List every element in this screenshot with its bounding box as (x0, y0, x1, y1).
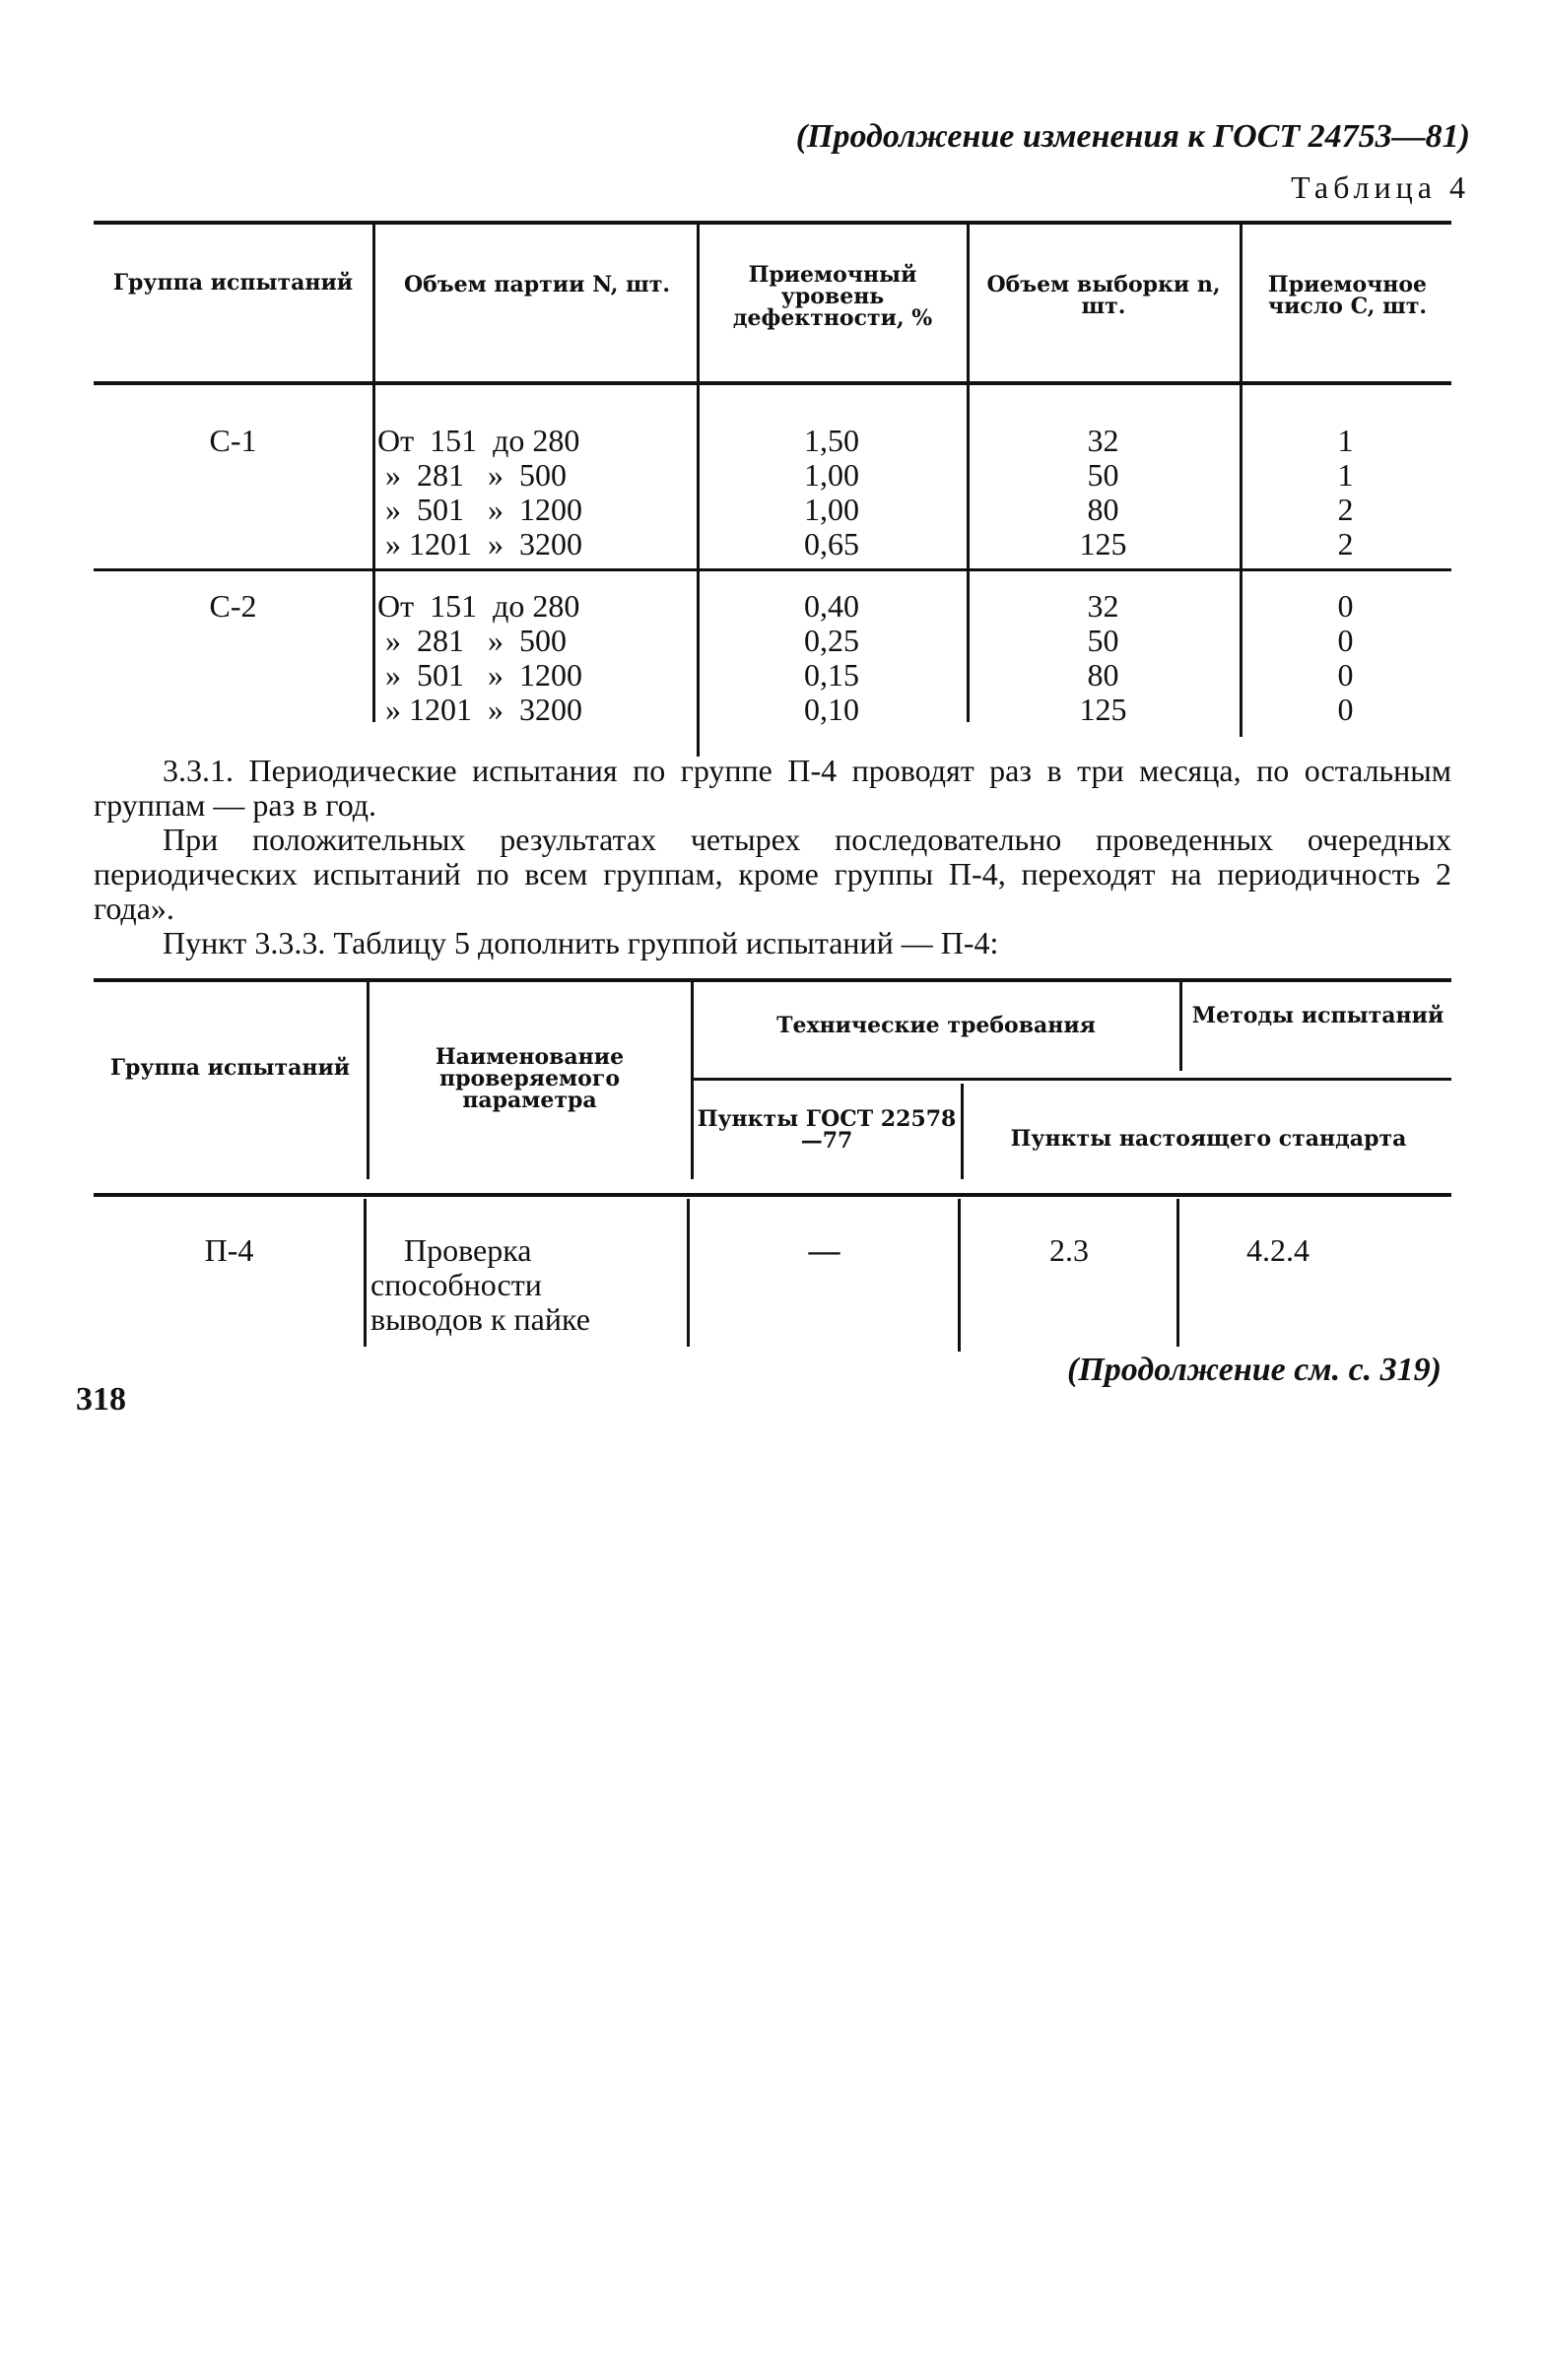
sample-size: 80 (1087, 492, 1119, 527)
acceptance-number: 0 (1337, 657, 1354, 693)
row-standard: 2.3 (1049, 1232, 1089, 1268)
header-gost-clauses: Пункты ГОСТ 22578—77 (697, 1106, 957, 1154)
header-acceptance-number: Приемочное число C, шт. (1267, 272, 1428, 319)
header-sample-size: Объем выборки n, шт. (986, 272, 1221, 319)
sample-size: 32 (1087, 423, 1119, 458)
aql-value: 0,25 (804, 623, 859, 658)
paragraph-amendment: Пункт 3.3.3. Таблицу 5 дополнить группой… (163, 925, 999, 960)
aql-value: 0,10 (804, 692, 859, 727)
aql-value: 1,00 (804, 492, 859, 527)
header-tech-requirements: Технические требования (776, 1013, 1096, 1038)
lot-size-range: » 1201 » 3200 (377, 692, 582, 727)
acceptance-number: 0 (1337, 623, 1354, 658)
paragraph-periodicity: При положительных результатах четырех по… (94, 822, 1451, 926)
lot-size-range: » 281 » 500 (377, 457, 567, 493)
lot-size-range: » 281 » 500 (377, 623, 567, 658)
sample-size: 50 (1087, 457, 1119, 493)
header-group: Группа испытаний (112, 270, 354, 296)
aql-value: 0,15 (804, 657, 859, 693)
aql-value: 1,00 (804, 457, 859, 493)
lot-size-range: » 501 » 1200 (377, 657, 582, 693)
sample-size: 80 (1087, 657, 1119, 693)
row-gost: — (808, 1232, 840, 1268)
acceptance-number: 2 (1337, 492, 1354, 527)
group-label: С-2 (209, 588, 257, 624)
acceptance-number: 0 (1337, 588, 1354, 624)
sample-size: 125 (1079, 526, 1127, 562)
header-test-methods: Методы испытаний (1191, 1003, 1444, 1028)
paragraph-3-3-1: 3.3.1. Периодические испытания по группе… (94, 753, 1451, 823)
acceptance-number: 1 (1337, 457, 1354, 493)
lot-size-range: От 151 до 280 (377, 588, 580, 624)
acceptance-number: 2 (1337, 526, 1354, 562)
header-aql: Приемочный уровень дефектности, % (732, 262, 933, 331)
header-parameter: Наименование проверяемого параметра (435, 1044, 625, 1113)
row-methods: 4.2.4 (1246, 1232, 1310, 1268)
continuation-note: (Продолжение см. с. 319) (1067, 1352, 1442, 1388)
aql-value: 0,65 (804, 526, 859, 562)
header-standard-clauses: Пункты настоящего стандарта (1010, 1126, 1407, 1152)
page-number: 318 (76, 1381, 126, 1418)
running-header: (Продолжение изменения к ГОСТ 24753—81) (795, 118, 1470, 155)
header-lot-size: Объем партии N, шт. (403, 272, 671, 298)
acceptance-number: 0 (1337, 692, 1354, 727)
sample-size: 125 (1079, 692, 1127, 727)
acceptance-number: 1 (1337, 423, 1354, 458)
header-group: Группа испытаний (109, 1055, 351, 1081)
lot-size-range: » 1201 » 3200 (377, 526, 582, 562)
row-group: П-4 (204, 1232, 254, 1268)
aql-value: 0,40 (804, 588, 859, 624)
sample-size: 32 (1087, 588, 1119, 624)
lot-size-range: От 151 до 280 (377, 423, 580, 458)
sample-size: 50 (1087, 623, 1119, 658)
lot-size-range: » 501 » 1200 (377, 492, 582, 527)
aql-value: 1,50 (804, 423, 859, 458)
table-caption: Таблица 4 (1291, 169, 1470, 205)
group-label: С-1 (209, 423, 257, 458)
row-parameter: Проверка способности выводов к пайке (370, 1232, 590, 1337)
